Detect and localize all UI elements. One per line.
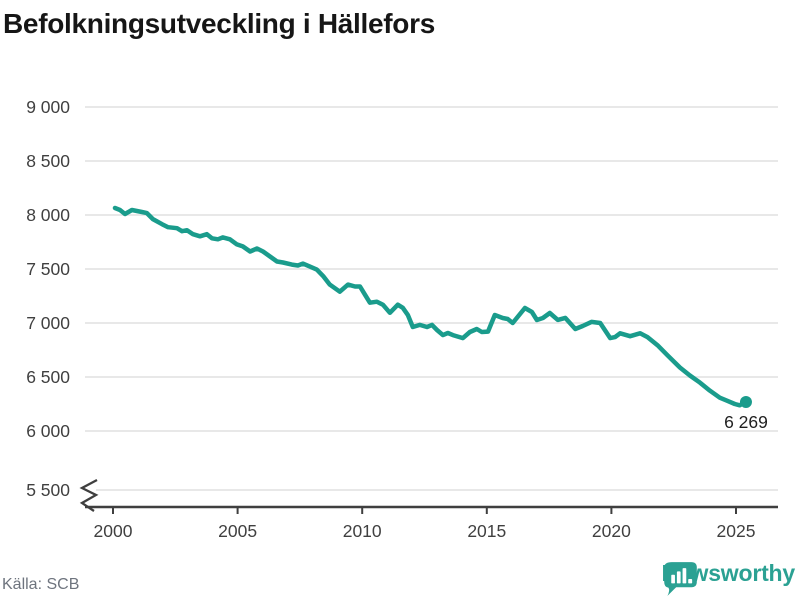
y-axis-tick-label: 9 000	[26, 97, 70, 117]
x-axis-tick-label: 2000	[94, 521, 133, 541]
x-axis-tick-label: 2025	[717, 521, 756, 541]
y-axis-tick-label: 8 000	[26, 205, 70, 225]
x-axis-tick-label: 2010	[343, 521, 382, 541]
x-axis-tick-label: 2020	[592, 521, 631, 541]
y-axis-tick-label: 6 500	[26, 367, 70, 387]
last-value-label: 6 269	[724, 412, 768, 432]
y-axis-tick-label: 7 000	[26, 313, 70, 333]
y-axis-tick-label: 8 500	[26, 151, 70, 171]
last-point-marker	[739, 395, 752, 408]
newsworthy-logo: Newsworthy	[662, 560, 795, 596]
population-line	[112, 205, 749, 408]
y-axis-tick-label: 5 500	[26, 480, 70, 500]
y-axis-tick-label: 6 000	[26, 421, 70, 441]
y-axis-tick-label: 7 500	[26, 259, 70, 279]
source-attribution: Källa: SCB	[2, 576, 80, 593]
y-axis-break-icon	[79, 478, 99, 512]
x-axis-tick-label: 2015	[467, 521, 506, 541]
x-axis-tick-label: 2005	[218, 521, 257, 541]
chart-title: Befolkningsutveckling i Hällefors	[3, 8, 435, 39]
bar-chart-speech-bubble-icon	[663, 562, 697, 596]
